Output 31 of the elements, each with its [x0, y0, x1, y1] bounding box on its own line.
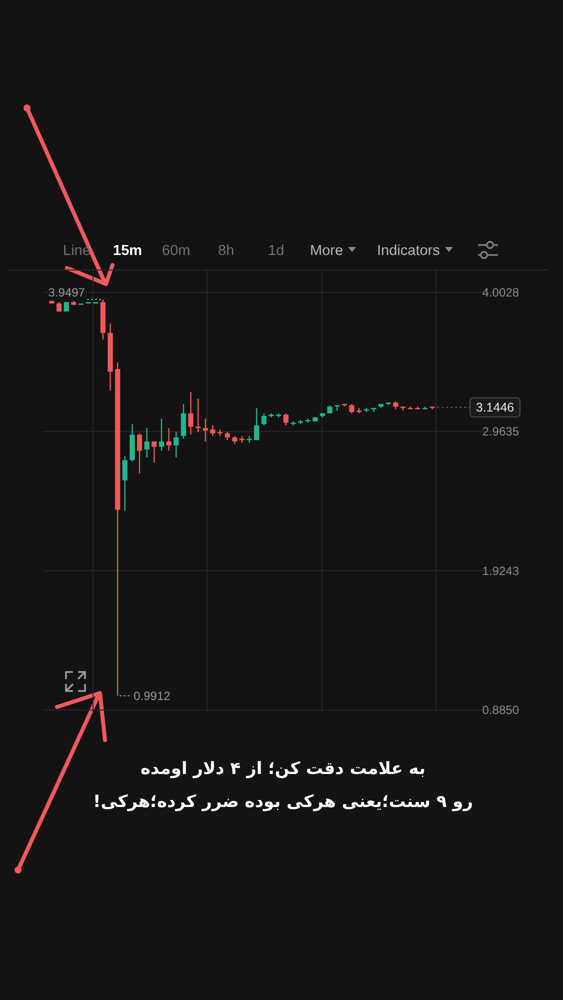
candlestick [137, 432, 142, 474]
candlestick [166, 427, 172, 452]
candlestick [202, 418, 208, 442]
text: 60m [162, 243, 190, 259]
candlestick [122, 456, 128, 512]
ref-line-label: 3.1446 [476, 400, 514, 414]
candlestick [174, 431, 179, 458]
text: به علامت دقت کن؛ از ۴ دلار اومده رو ۹ سنت؛یعنی هرکی بوده ضرر کرده؛هرکی! [92, 759, 474, 812]
text: More [310, 243, 344, 259]
y-tick-label: 1.9243 [482, 564, 520, 578]
candlestick [152, 440, 157, 464]
candlestick [210, 424, 216, 437]
candlestick [283, 412, 288, 426]
text: 15m [113, 243, 142, 259]
y-tick-label: 4.0028 [482, 285, 520, 300]
y-tick-label: 2.9635 [482, 424, 520, 439]
annotation: 0.9912 [134, 688, 171, 703]
candlestick [196, 398, 201, 433]
candlestick [261, 412, 267, 426]
text: Indicators [377, 243, 440, 259]
y-tick-label: 0.8850 [482, 702, 520, 717]
text: 8h [218, 243, 234, 259]
candlestick [254, 407, 260, 441]
candlestick [349, 403, 354, 414]
text: Line [63, 243, 90, 259]
candlestick [158, 418, 164, 452]
annotation: 3.9497 [48, 286, 86, 300]
text: 1d [268, 243, 284, 259]
candlestick [180, 403, 186, 440]
candlestick [188, 391, 194, 436]
candlestick [144, 427, 150, 458]
